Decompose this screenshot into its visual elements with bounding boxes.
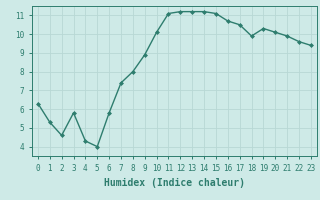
X-axis label: Humidex (Indice chaleur): Humidex (Indice chaleur) [104,178,245,188]
